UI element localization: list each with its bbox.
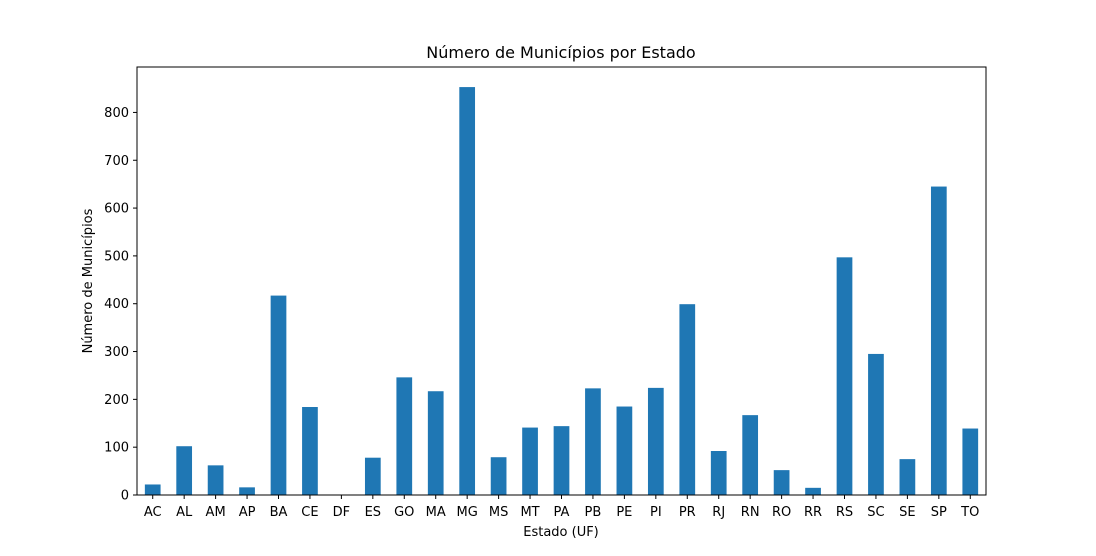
bar-pa	[553, 426, 570, 495]
bar-rr	[805, 487, 821, 495]
x-tick-label: MA	[426, 505, 446, 520]
bar-rn	[742, 415, 759, 495]
bar-pe	[616, 406, 633, 495]
x-tick-label: PR	[679, 505, 696, 520]
x-tick-label: PI	[650, 505, 662, 520]
x-tick-label: PA	[554, 505, 570, 520]
x-tick-label: SE	[899, 505, 915, 520]
x-tick-label: GO	[394, 505, 414, 520]
x-tick-label: RN	[741, 505, 760, 520]
y-axis-label: Número de Municípios	[81, 208, 96, 353]
x-tick-label: AP	[239, 505, 256, 520]
x-axis-ticks: AC AL AM AP BA CE DF ES GO MA MG MS MT PA PB PE PI PR RJ RN…	[144, 495, 979, 520]
bar-rs	[836, 257, 853, 495]
x-tick-label: RR	[804, 505, 822, 520]
bar-ac	[144, 484, 161, 495]
x-tick-label: AL	[176, 505, 193, 520]
bar-ce	[302, 407, 318, 495]
x-tick-label: PE	[616, 505, 632, 520]
bar-pi	[647, 387, 664, 495]
bar-mt	[522, 427, 538, 495]
x-tick-label: RJ	[712, 505, 725, 520]
x-tick-label: ES	[365, 505, 381, 520]
x-tick-label: DF	[333, 505, 351, 520]
chart-title: Número de Municípios por Estado	[426, 43, 695, 62]
bar-sc	[868, 353, 884, 495]
x-tick-label: AC	[144, 505, 162, 520]
bar-pr	[679, 304, 696, 495]
x-tick-label: BA	[270, 505, 288, 520]
y-tick-label: 400	[104, 297, 129, 312]
x-axis-label: Estado (UF)	[523, 525, 599, 540]
x-tick-label: MT	[520, 505, 539, 520]
x-tick-label: CE	[301, 505, 318, 520]
bar-am	[207, 465, 224, 495]
bar-es	[364, 457, 381, 495]
x-tick-label: PB	[585, 505, 602, 520]
bars	[144, 87, 979, 496]
bar-sp	[930, 186, 947, 496]
bar-mg	[459, 87, 476, 495]
y-tick-label: 700	[104, 154, 129, 169]
bar-go	[396, 377, 413, 495]
plot-frame	[136, 66, 987, 496]
y-tick-label: 800	[104, 106, 129, 121]
x-tick-label: AM	[206, 505, 226, 520]
y-tick-label: 300	[104, 345, 129, 360]
x-tick-label: RS	[836, 505, 853, 520]
y-tick-label: 200	[104, 393, 129, 408]
bar-al	[176, 446, 193, 495]
bar-ms	[490, 457, 507, 495]
bar-pb	[585, 388, 601, 495]
y-tick-label: 100	[104, 441, 129, 456]
x-tick-label: SP	[931, 505, 947, 520]
bar-ma	[427, 391, 444, 495]
bar-se	[899, 459, 916, 495]
y-tick-label: 0	[121, 489, 129, 504]
y-tick-label: 500	[104, 249, 129, 264]
x-tick-label: TO	[960, 505, 979, 520]
bar-ba	[270, 295, 287, 495]
bar-to	[962, 428, 979, 495]
x-tick-label: MG	[457, 505, 478, 520]
y-tick-label: 600	[104, 202, 129, 217]
bar-ro	[773, 470, 790, 495]
bar-ap	[239, 487, 255, 495]
y-axis-ticks: 0 100 200 300 400 500 600 700 800	[104, 106, 137, 504]
x-tick-label: MS	[489, 505, 508, 520]
x-tick-label: SC	[867, 505, 884, 520]
bar-rj	[710, 451, 727, 495]
x-tick-label: RO	[772, 505, 791, 520]
